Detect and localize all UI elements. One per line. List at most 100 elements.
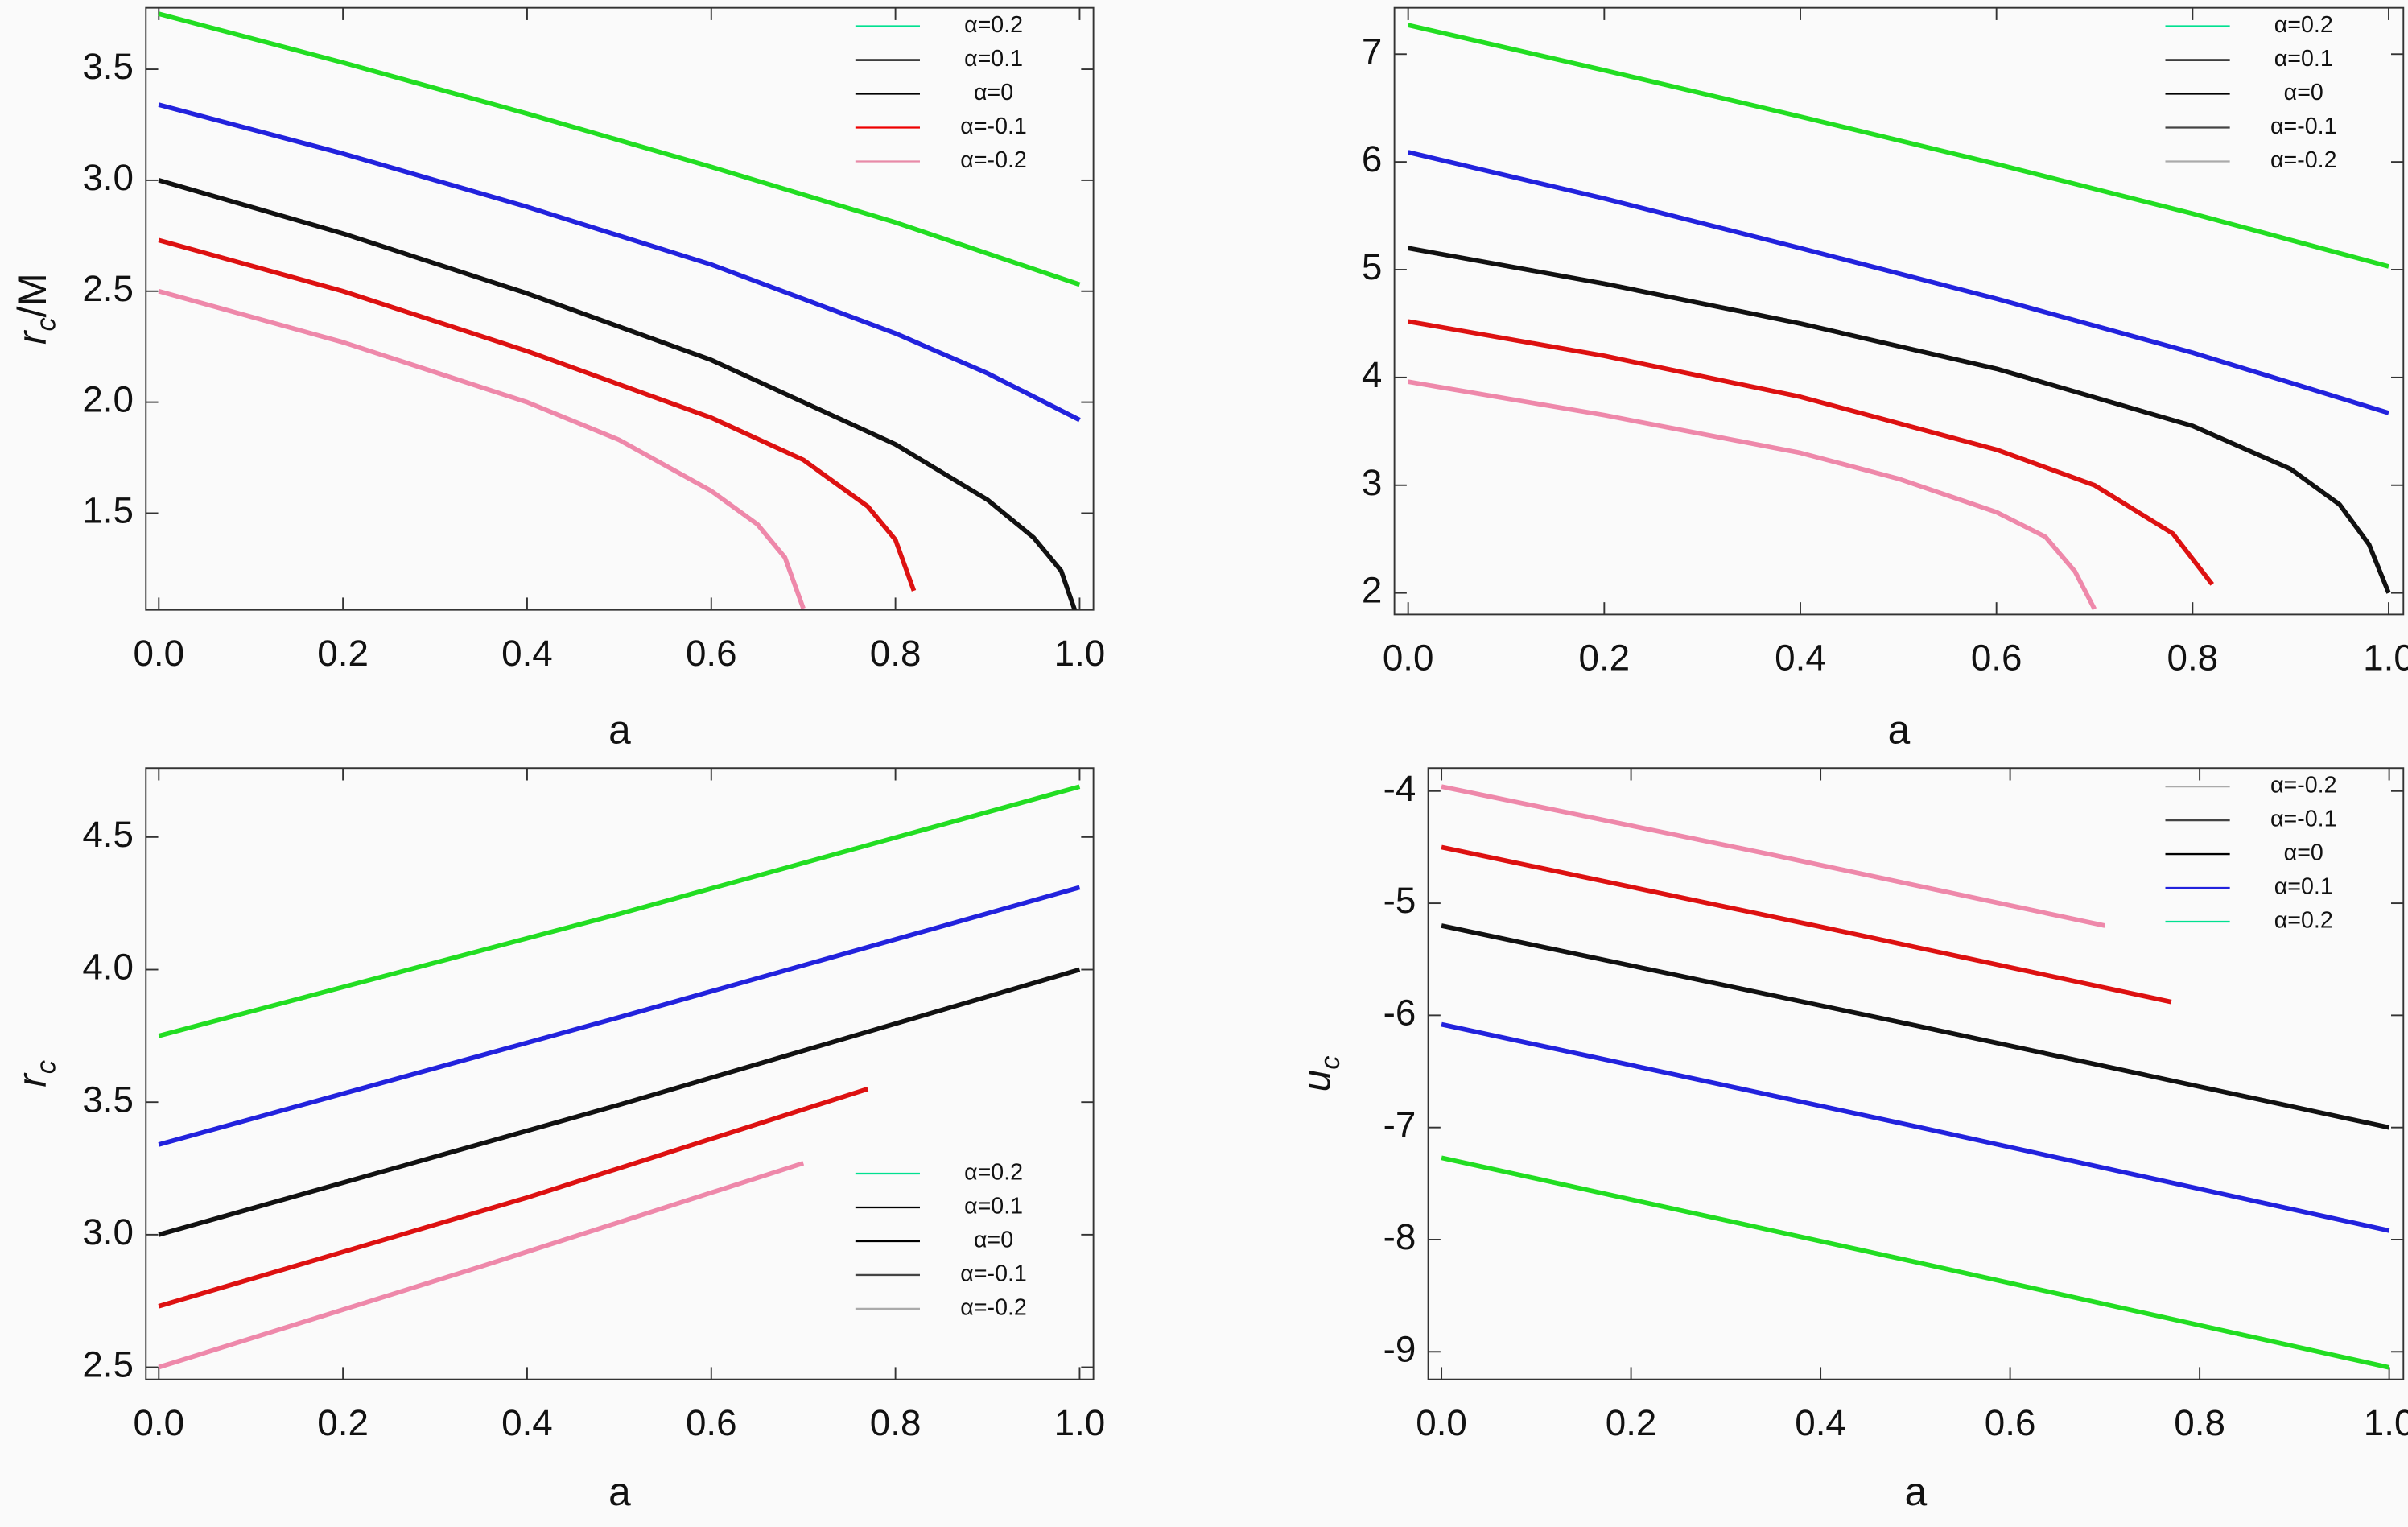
y-tick-label: 4.5 bbox=[82, 814, 134, 855]
series-line bbox=[158, 1086, 869, 1309]
subplot: 0.0 0.2 0.4 0.6 0.8 1.0 1.5 2.0 2.5 3.0 3.5 a rc/M α=… bbox=[10, 6, 1106, 753]
y-tick-label: -9 bbox=[1383, 1328, 1416, 1369]
y-label-main: u bbox=[1293, 1070, 1338, 1092]
y-label-sub: c bbox=[31, 1060, 62, 1074]
x-tick-label: 0.4 bbox=[501, 1402, 553, 1443]
legend-label: α=-0.1 bbox=[2270, 807, 2337, 832]
x-tick-label: 0.2 bbox=[1579, 638, 1631, 679]
x-tick-label: 0.6 bbox=[1971, 638, 2022, 679]
subplot: 0.0 0.2 0.4 0.6 0.8 1.0 2.5 3.0 3.5 4.0 4.5 a rc α=0.… bbox=[10, 767, 1106, 1514]
plot-frame bbox=[145, 6, 1095, 611]
series-line bbox=[158, 784, 1081, 1038]
x-tick-label: 0.6 bbox=[686, 633, 737, 674]
x-tick-label: 0.0 bbox=[133, 633, 184, 674]
y-tick-label: 3 bbox=[1362, 462, 1382, 503]
legend-label: α=0.1 bbox=[964, 46, 1023, 72]
subplot: 0.0 0.2 0.4 0.6 0.8 1.0 2 3 4 5 6 7 a α=0.2 α=0.1 α=0 α=… bbox=[1362, 6, 2408, 753]
series-line bbox=[158, 178, 1078, 610]
x-tick-label: 0.2 bbox=[317, 1402, 369, 1443]
legend-label: α=0.1 bbox=[2274, 874, 2333, 900]
series-line bbox=[1408, 150, 2389, 415]
x-tick-label: 0.0 bbox=[1416, 1402, 1467, 1443]
x-tick-label: 1.0 bbox=[1054, 1402, 1106, 1443]
legend-label: α=0.2 bbox=[964, 1160, 1023, 1186]
legend-label: α=0 bbox=[2284, 840, 2323, 866]
y-axis-label: rc bbox=[10, 1060, 61, 1087]
series-line bbox=[1408, 246, 2391, 594]
y-tick-label: 3.0 bbox=[82, 1211, 134, 1253]
series-line bbox=[1408, 319, 2214, 586]
legend-label: α=0.1 bbox=[964, 1194, 1023, 1220]
x-tick-label: 0.0 bbox=[133, 1402, 184, 1443]
y-tick-label: 7 bbox=[1362, 31, 1382, 72]
y-tick-label: 3.0 bbox=[82, 157, 134, 198]
y-tick-label: 6 bbox=[1362, 138, 1382, 180]
y-axis-label: uc bbox=[1293, 1056, 1345, 1092]
y-tick-label: 2 bbox=[1362, 570, 1382, 611]
legend-label: α=-0.1 bbox=[2270, 113, 2337, 139]
legend-label: α=-0.2 bbox=[960, 1294, 1027, 1320]
x-tick-label: 0.6 bbox=[1985, 1402, 2036, 1443]
y-label-suffix: /M bbox=[10, 273, 55, 317]
legend-label: α=0 bbox=[974, 80, 1013, 105]
legend-label: α=-0.2 bbox=[2270, 147, 2337, 173]
series-line bbox=[1441, 923, 2390, 1130]
legend-label: α=-0.2 bbox=[960, 147, 1027, 173]
series-line bbox=[158, 102, 1081, 423]
subplot: 0.0 0.2 0.4 0.6 0.8 1.0 -9 -8 -7 -6 -5 -4 a uc α=-0.2 α… bbox=[1293, 767, 2408, 1514]
y-label-sub: c bbox=[31, 317, 62, 331]
series-line bbox=[1408, 379, 2097, 611]
y-tick-label: 4.0 bbox=[82, 947, 134, 988]
series-line bbox=[158, 967, 1081, 1237]
legend-label: α=-0.1 bbox=[960, 113, 1027, 139]
y-label-main: r bbox=[10, 329, 55, 345]
x-tick-label: 0.0 bbox=[1383, 638, 1434, 679]
series-line bbox=[158, 11, 1081, 287]
x-tick-label: 1.0 bbox=[2363, 638, 2408, 679]
y-label-sub: c bbox=[1315, 1056, 1346, 1070]
series-line bbox=[1441, 844, 2172, 1005]
series-line bbox=[1441, 784, 2105, 928]
y-tick-label: 2.0 bbox=[82, 379, 134, 420]
y-tick-label: -4 bbox=[1383, 768, 1416, 809]
plot-frame bbox=[145, 767, 1095, 1380]
x-axis-label: a bbox=[608, 708, 631, 753]
x-axis-label: a bbox=[608, 1469, 631, 1514]
x-axis-label: a bbox=[1888, 708, 1911, 753]
legend-label: α=-0.1 bbox=[960, 1261, 1027, 1286]
legend-label: α=0.2 bbox=[964, 12, 1023, 38]
y-label-main: r bbox=[10, 1072, 55, 1087]
x-tick-label: 1.0 bbox=[2364, 1402, 2408, 1443]
y-tick-label: -8 bbox=[1383, 1216, 1416, 1257]
x-tick-label: 0.8 bbox=[870, 633, 922, 674]
y-tick-label: 4 bbox=[1362, 354, 1382, 395]
legend-label: α=0 bbox=[974, 1228, 1013, 1253]
x-axis-label: a bbox=[1905, 1469, 1928, 1514]
x-tick-label: 0.2 bbox=[317, 633, 369, 674]
series-line bbox=[1441, 1021, 2390, 1233]
series-line bbox=[158, 237, 917, 592]
y-tick-label: -5 bbox=[1383, 880, 1416, 921]
series-line bbox=[158, 289, 806, 609]
series-line bbox=[1441, 1155, 2390, 1370]
plot-frame bbox=[1427, 767, 2405, 1380]
y-tick-label: -7 bbox=[1383, 1104, 1416, 1145]
x-tick-label: 0.2 bbox=[1606, 1402, 1657, 1443]
series-line bbox=[1408, 23, 2389, 269]
y-axis-label: rc/M bbox=[10, 273, 61, 345]
y-tick-label: 2.5 bbox=[82, 1344, 134, 1385]
y-tick-label: 1.5 bbox=[82, 490, 134, 531]
plot-frame bbox=[1393, 6, 2405, 616]
x-tick-label: 0.8 bbox=[870, 1402, 922, 1443]
legend-label: α=0.1 bbox=[2274, 46, 2333, 72]
y-tick-label: 3.5 bbox=[82, 1079, 134, 1120]
x-tick-label: 1.0 bbox=[1054, 633, 1106, 674]
legend-label: α=0 bbox=[2284, 80, 2323, 105]
legend-label: α=-0.2 bbox=[2270, 773, 2337, 799]
legend-label: α=0.2 bbox=[2274, 908, 2333, 934]
x-tick-label: 0.6 bbox=[686, 1402, 737, 1443]
y-tick-label: 3.5 bbox=[82, 46, 134, 87]
y-tick-label: -6 bbox=[1383, 992, 1416, 1033]
